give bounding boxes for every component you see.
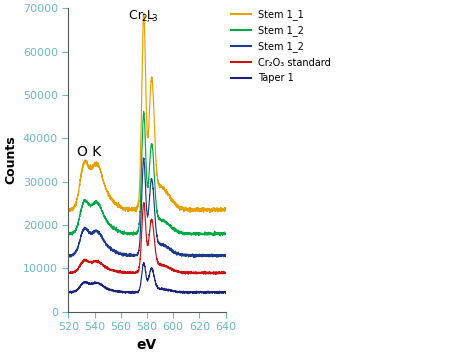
Legend: Stem 1_1, Stem 1_2, Stem 1_2, Cr₂O₃ standard, Taper 1: Stem 1_1, Stem 1_2, Stem 1_2, Cr₂O₃ stan… (227, 5, 335, 87)
Y-axis label: Counts: Counts (4, 136, 17, 184)
Text: $_{2,3}$: $_{2,3}$ (141, 12, 158, 25)
Text: O K: O K (77, 145, 102, 159)
Text: Cr L: Cr L (128, 9, 154, 22)
X-axis label: eV: eV (137, 338, 157, 352)
